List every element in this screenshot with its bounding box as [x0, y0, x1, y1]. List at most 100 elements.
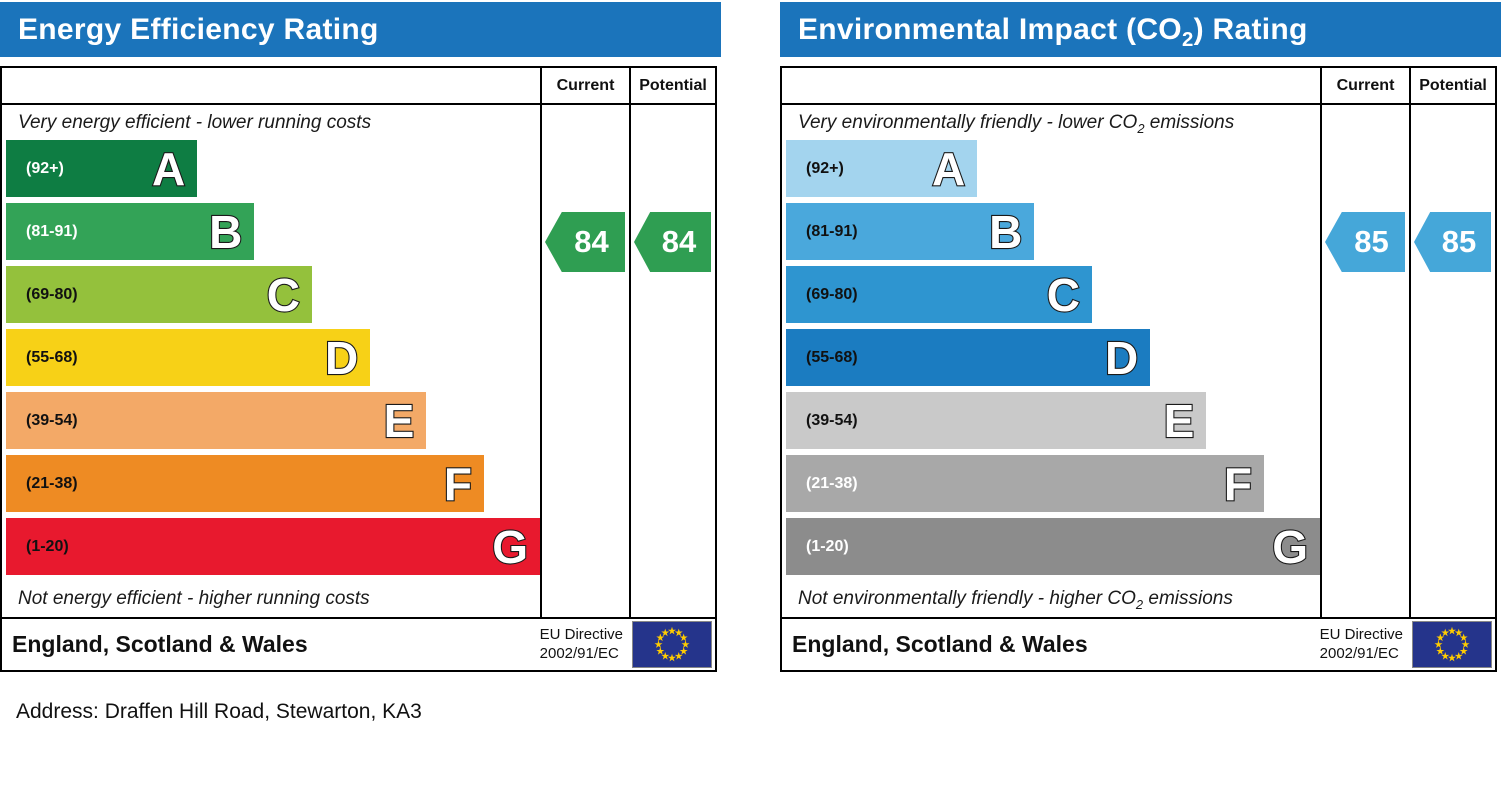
band-letter: B — [988, 205, 1023, 258]
band-bar-a: (92+) A — [6, 140, 198, 197]
co2-title-post: ) Rating — [1193, 12, 1308, 46]
energy-current-value: 84 — [574, 224, 609, 259]
band-bar-d: (55-68) D — [786, 329, 1151, 386]
top-note: Very environmentally friendly - lower CO… — [786, 105, 1320, 140]
energy-potential-value: 84 — [661, 224, 697, 259]
co2-table-footer: England, Scotland & Wales EU Directive 2… — [782, 617, 1495, 670]
bottom-note: Not energy efficient - higher running co… — [6, 581, 540, 617]
band-range-label: (21-38) — [806, 474, 858, 492]
eu-directive-label: EU Directive 2002/91/EC — [540, 626, 623, 664]
co2-title-pre: Environmental Impact (CO — [798, 12, 1182, 46]
bottom-note: Not environmentally friendly - higher CO… — [786, 581, 1320, 617]
band-row-g: (1-20) G — [786, 518, 1320, 575]
band-bar-a: (92+) A — [786, 140, 978, 197]
band-letter: A — [151, 142, 186, 195]
co2-panel-title-bar: Environmental Impact (CO2) Rating — [780, 2, 1501, 57]
band-row-b: (81-91) B — [786, 203, 1320, 260]
band-letter: C — [266, 268, 301, 321]
eu-directive-line1: EU Directive — [1319, 625, 1403, 643]
top-note-text: Very energy efficient - lower running co… — [18, 111, 372, 133]
band-row-f: (21-38) F — [786, 455, 1320, 512]
current-column-header: Current — [1320, 68, 1409, 105]
eu-flag-icon — [632, 621, 712, 668]
band-row-e: (39-54) E — [6, 392, 540, 449]
band-range-label: (55-68) — [26, 348, 78, 366]
band-bar-f: (21-38) F — [6, 455, 484, 512]
energy-band-chart: Very energy efficient - lower running co… — [2, 105, 540, 617]
band-row-f: (21-38) F — [6, 455, 540, 512]
top-note: Very energy efficient - lower running co… — [6, 105, 540, 140]
energy-rating-table: Current Potential Very energy efficient … — [0, 66, 717, 672]
eu-directive-line2: 2002/91/EC — [1319, 644, 1399, 662]
band-row-c: (69-80) C — [786, 266, 1320, 323]
eu-directive-label: EU Directive 2002/91/EC — [1320, 626, 1403, 664]
potential-column-header: Potential — [629, 68, 715, 105]
band-range-label: (81-91) — [26, 222, 78, 240]
eu-flag-icon — [1412, 621, 1492, 668]
top-note-text: Very environmentally friendly - lower CO… — [798, 111, 1235, 136]
band-letter: F — [443, 457, 473, 510]
energy-efficiency-panel: Energy Efficiency Rating Current Potenti… — [0, 2, 721, 672]
band-bar-b: (81-91) B — [786, 203, 1035, 260]
band-range-label: (92+) — [806, 159, 844, 177]
region-label: England, Scotland & Wales — [12, 631, 308, 657]
band-letter: A — [931, 142, 966, 195]
energy-potential-arrow: 84 — [634, 212, 711, 272]
co2-potential-arrow: 85 — [1414, 212, 1491, 272]
band-range-label: (39-54) — [26, 411, 78, 429]
band-range-label: (55-68) — [806, 348, 858, 366]
co2-current-value: 85 — [1354, 224, 1389, 259]
band-row-b: (81-91) B — [6, 203, 540, 260]
eu-directive-line2: 2002/91/EC — [539, 644, 619, 662]
band-bar-c: (69-80) C — [786, 266, 1092, 323]
environmental-impact-panel: Environmental Impact (CO2) Rating Curren… — [780, 2, 1501, 672]
co2-band-chart: Very environmentally friendly - lower CO… — [782, 105, 1320, 617]
co2-panel-title: Environmental Impact (CO2) Rating — [798, 12, 1308, 50]
table-header-spacer — [2, 68, 540, 105]
band-letter: B — [208, 205, 243, 258]
band-row-e: (39-54) E — [786, 392, 1320, 449]
co2-rating-table: Current Potential Very environmentally f… — [780, 66, 1497, 672]
co2-current-cell: 85 — [1320, 105, 1409, 617]
band-letter: C — [1046, 268, 1081, 321]
band-letter: D — [324, 331, 359, 384]
band-range-label: (81-91) — [806, 222, 858, 240]
band-row-d: (55-68) D — [786, 329, 1320, 386]
band-letter: F — [1223, 457, 1253, 510]
band-bar-b: (81-91) B — [6, 203, 255, 260]
band-range-label: (21-38) — [26, 474, 78, 492]
eu-directive-line1: EU Directive — [539, 625, 623, 643]
band-range-label: (69-80) — [26, 285, 78, 303]
energy-panel-title-bar: Energy Efficiency Rating — [0, 2, 721, 57]
region-label: England, Scotland & Wales — [792, 631, 1088, 657]
bottom-note-text: Not energy efficient - higher running co… — [18, 588, 370, 609]
current-column-header: Current — [540, 68, 629, 105]
band-range-label: (69-80) — [806, 285, 858, 303]
band-letter: E — [1162, 394, 1195, 447]
co2-potential-value: 85 — [1441, 224, 1477, 259]
energy-table-footer: England, Scotland & Wales EU Directive 2… — [2, 617, 715, 670]
co2-current-arrow: 85 — [1325, 212, 1405, 272]
band-bar-e: (39-54) E — [6, 392, 427, 449]
band-row-c: (69-80) C — [6, 266, 540, 323]
energy-current-arrow: 84 — [545, 212, 625, 272]
band-range-label: (1-20) — [806, 537, 849, 555]
bottom-note-text: Not environmentally friendly - higher CO… — [798, 588, 1233, 612]
band-range-label: (39-54) — [806, 411, 858, 429]
band-letter: G — [491, 520, 529, 573]
co2-title-sub: 2 — [1181, 28, 1194, 51]
band-bar-g: (1-20) G — [6, 518, 540, 575]
energy-panel-title: Energy Efficiency Rating — [18, 12, 379, 46]
band-bar-g: (1-20) G — [786, 518, 1320, 575]
table-header-spacer — [782, 68, 1320, 105]
band-bar-e: (39-54) E — [786, 392, 1207, 449]
potential-column-header: Potential — [1409, 68, 1495, 105]
band-bar-d: (55-68) D — [6, 329, 371, 386]
co2-potential-cell: 85 — [1409, 105, 1495, 617]
band-letter: G — [1271, 520, 1309, 573]
band-bar-f: (21-38) F — [786, 455, 1264, 512]
band-range-label: (1-20) — [26, 537, 69, 555]
band-bar-c: (69-80) C — [6, 266, 312, 323]
band-range-label: (92+) — [26, 159, 64, 177]
